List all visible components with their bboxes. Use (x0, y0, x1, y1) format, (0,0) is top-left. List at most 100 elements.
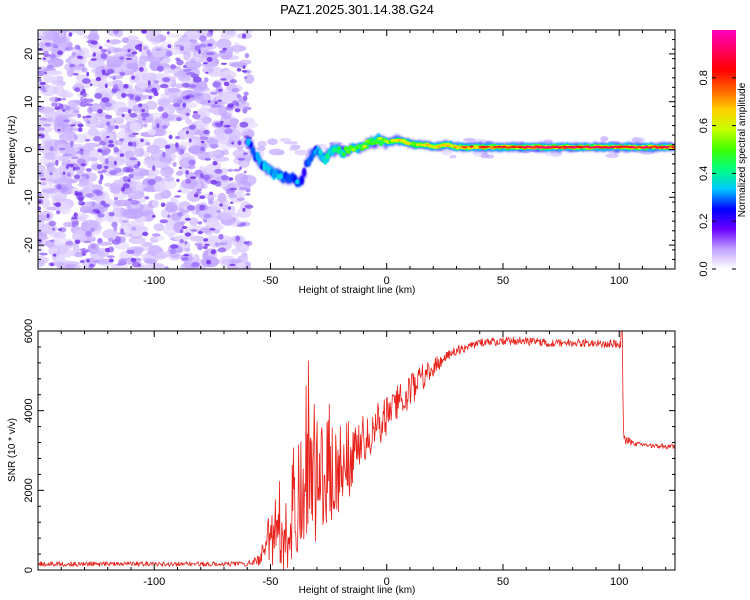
noise-blob (200, 146, 205, 152)
noise-blob (115, 111, 123, 117)
spectrogram-ylabel: Frequency (Hz) (7, 116, 18, 185)
y-tick-label: 4000 (23, 398, 35, 422)
noise-blob (182, 68, 192, 72)
noise-blob (39, 85, 46, 91)
noise-blob (99, 174, 104, 181)
noise-blob (155, 251, 169, 259)
noise-blob (176, 178, 180, 182)
noise-blob (129, 122, 141, 132)
noise-blob (242, 33, 247, 39)
noise-blob (75, 220, 79, 226)
noise-blob (224, 128, 233, 134)
noise-blob (42, 57, 46, 60)
noise-blob (206, 31, 214, 38)
noise-blob (138, 47, 142, 52)
noise-blob (167, 214, 171, 218)
ridge-segment (406, 142, 411, 145)
noise-blob (38, 70, 45, 77)
colorbar-tick-label: 0.8 (698, 70, 710, 85)
noise-blob (97, 109, 103, 114)
noise-blob (78, 127, 83, 132)
noise-blob (222, 47, 227, 51)
ridge-segment (325, 152, 330, 160)
noise-blob (87, 33, 100, 42)
noise-blob (142, 117, 146, 121)
noise-blob (84, 103, 93, 106)
noise-blob (77, 200, 81, 205)
noise-blob (159, 83, 169, 89)
noise-blob (108, 75, 124, 80)
noise-blob (214, 242, 220, 247)
noise-blob (197, 244, 203, 251)
noise-blob (114, 167, 122, 173)
noise-blob (178, 166, 182, 170)
noise-blob (213, 229, 221, 234)
noise-blob (130, 40, 137, 52)
noise-blob (186, 205, 196, 211)
noise-blob (485, 154, 495, 159)
noise-blob (52, 253, 57, 257)
noise-blob (112, 76, 116, 80)
noise-blob (56, 210, 61, 215)
noise-blob (146, 49, 151, 56)
noise-blob (129, 112, 138, 118)
ridge-segment (336, 146, 342, 150)
noise-blob (82, 115, 86, 119)
noise-blob (165, 153, 177, 159)
noise-blob (199, 204, 205, 211)
noise-blob (106, 121, 111, 126)
noise-blob (141, 30, 148, 34)
ridge-segment (462, 146, 467, 148)
noise-blob (166, 31, 170, 35)
noise-blob (131, 75, 136, 80)
noise-blob (236, 68, 242, 72)
noise-blob (243, 170, 247, 174)
noise-blob (95, 76, 102, 82)
noise-blob (113, 199, 132, 207)
y-tick-label: 20 (23, 48, 35, 60)
noise-blob (54, 231, 66, 239)
noise-blob (153, 223, 165, 232)
ridge-segment (436, 145, 442, 148)
noise-blob (178, 148, 185, 155)
noise-blob (104, 182, 113, 187)
noise-blob (132, 261, 141, 268)
noise-blob (99, 154, 106, 163)
noise-blob (131, 168, 149, 177)
noise-blob (75, 30, 86, 36)
noise-blob (58, 227, 67, 233)
noise-blob (181, 257, 189, 261)
noise-blob (162, 124, 168, 130)
noise-blob (114, 49, 132, 60)
noise-blob (208, 200, 214, 205)
noise-blob (80, 96, 84, 102)
noise-blob (183, 254, 189, 257)
noise-blob (199, 136, 209, 141)
noise-blob (220, 120, 224, 124)
noise-blob (56, 184, 62, 190)
y-tick-label: 0 (23, 567, 35, 573)
noise-blob (54, 106, 61, 110)
noise-blob (39, 81, 46, 85)
noise-blob (185, 118, 193, 125)
noise-blob (121, 220, 129, 223)
noise-blob (82, 78, 91, 84)
noise-blob (190, 229, 198, 232)
noise-blob (163, 176, 175, 182)
noise-blob (122, 175, 129, 183)
noise-blob (153, 181, 166, 193)
noise-blob (208, 204, 217, 212)
noise-blob (102, 169, 107, 173)
noise-blob (195, 191, 202, 194)
noise-blob (146, 144, 160, 154)
noise-blob (78, 63, 86, 67)
noise-blob (223, 81, 230, 87)
noise-blob (151, 215, 156, 218)
ridge-segment (534, 145, 539, 148)
noise-blob (151, 87, 158, 93)
noise-blob (49, 239, 55, 243)
noise-blob (48, 165, 56, 173)
noise-blob (184, 60, 202, 70)
noise-blob (148, 168, 160, 177)
